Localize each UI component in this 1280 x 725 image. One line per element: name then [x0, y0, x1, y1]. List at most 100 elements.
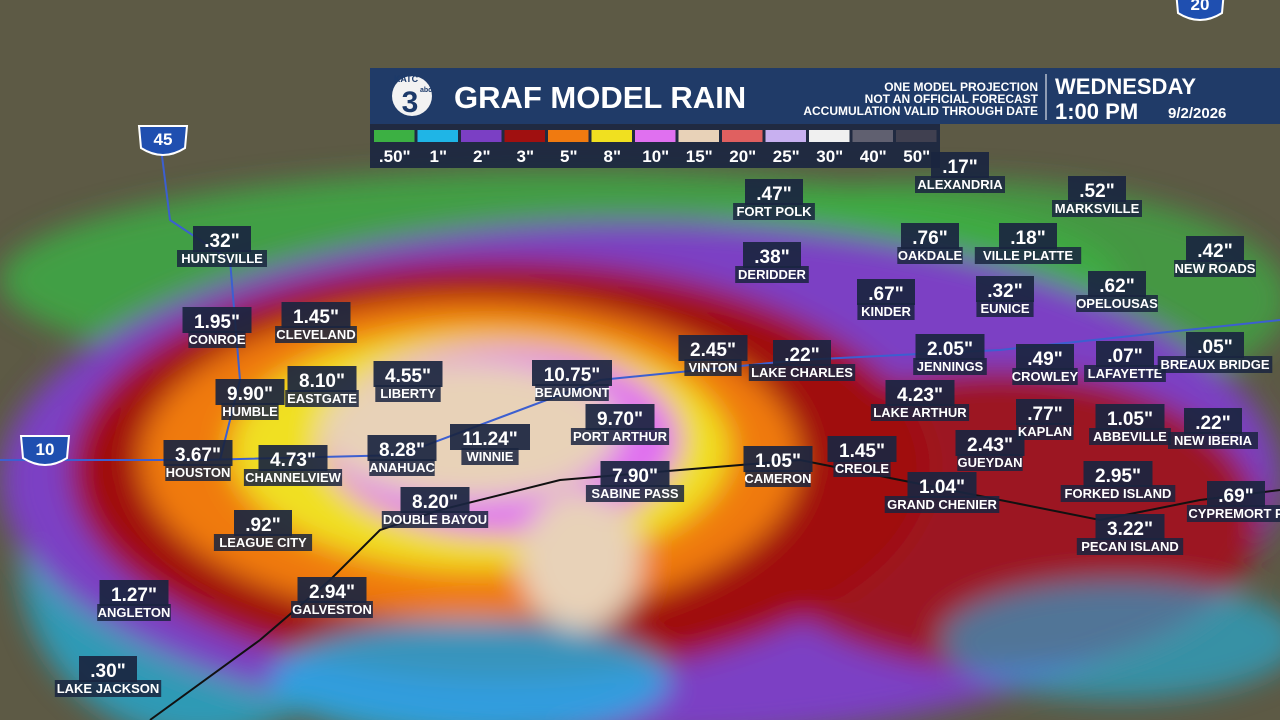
city-name: LAKE CHARLES: [751, 365, 853, 380]
city-name: HOUSTON: [166, 465, 231, 480]
city-value: 2.95": [1095, 466, 1141, 487]
city-name-bg: [1174, 260, 1256, 277]
forecast-day: WEDNESDAY: [1055, 74, 1196, 99]
legend-label: 10": [642, 147, 669, 166]
city-name-bg: [285, 390, 359, 407]
city-value-bg: [745, 179, 803, 205]
city-name-bg: [870, 404, 970, 421]
city-name-bg: [535, 384, 609, 401]
city-value: 3.67": [175, 445, 221, 466]
city-value-bg: [182, 307, 252, 333]
city-name: CAMERON: [744, 471, 811, 486]
legend-swatch: [504, 130, 545, 142]
city-value-bg: [1016, 399, 1074, 425]
city-value: 8.28": [379, 440, 425, 461]
city-name: ANGLETON: [98, 605, 171, 620]
city-value-bg: [678, 335, 748, 361]
city-value-bg: [600, 461, 670, 487]
highway-number: 45: [154, 130, 173, 149]
city-value: .17": [942, 157, 977, 178]
city-value-bg: [193, 226, 251, 252]
city-value: 2.43": [967, 435, 1013, 456]
city-value: .69": [1218, 486, 1253, 507]
city-name-bg: [97, 604, 171, 621]
city-value-bg: [400, 487, 470, 513]
city-name-bg: [369, 459, 435, 476]
city-value: .18": [1010, 228, 1045, 249]
highway-shield: [137, 125, 189, 156]
city-name: WINNIE: [467, 449, 514, 464]
legend-label: 1": [429, 147, 447, 166]
city-value-bg: [585, 404, 655, 430]
city-name-bg: [957, 454, 1023, 471]
city-name: EASTGATE: [287, 391, 357, 406]
city-value-bg: [297, 577, 367, 603]
city-value: .30": [90, 661, 125, 682]
city-value-bg: [1184, 408, 1242, 434]
city-name: JENNINGS: [917, 359, 984, 374]
city-name: FORT POLK: [736, 204, 812, 219]
city-value-bg: [163, 440, 233, 466]
city-value-bg: [773, 340, 831, 366]
city-name-bg: [1076, 295, 1158, 312]
city-name: LAKE JACKSON: [57, 681, 160, 696]
city-name-bg: [1186, 505, 1280, 522]
city-value-bg: [999, 223, 1057, 249]
city-value: 1.05": [1107, 409, 1153, 430]
city-value: .32": [204, 231, 239, 252]
city-value: .76": [912, 228, 947, 249]
city-name-bg: [381, 511, 489, 528]
city-name-bg: [54, 680, 162, 697]
city-value: 8.20": [412, 492, 458, 513]
legend-swatch: [417, 130, 458, 142]
city-value: .22": [784, 345, 819, 366]
city-name: VINTON: [689, 360, 738, 375]
city-name: BREAUX BRIDGE: [1160, 357, 1269, 372]
city-name-bg: [1089, 428, 1171, 445]
legend-label: 8": [603, 147, 621, 166]
legend-swatch: [765, 130, 806, 142]
city-value-bg: [1088, 271, 1146, 297]
city-name: VILLE PLATTE: [983, 248, 1073, 263]
city-value-bg: [1096, 341, 1154, 367]
city-name: LAKE ARTHUR: [873, 405, 967, 420]
city-value: 2.94": [309, 582, 355, 603]
city-name: NEW ROADS: [1175, 261, 1256, 276]
city-name-bg: [1168, 432, 1258, 449]
city-name: LAFAYETTE: [1088, 366, 1163, 381]
city-name-bg: [1016, 423, 1074, 440]
city-name: SABINE PASS: [591, 486, 678, 501]
disclaimer-line: ACCUMULATION VALID THROUGH DATE: [803, 104, 1038, 118]
city-value-bg: [1095, 514, 1165, 540]
city-name: KINDER: [861, 304, 911, 319]
city-value: 1.27": [111, 585, 157, 606]
city-name-bg: [884, 496, 1000, 513]
legend-label: 25": [773, 147, 800, 166]
city-name-bg: [735, 266, 809, 283]
disclaimer-line: ONE MODEL PROJECTION: [884, 80, 1038, 94]
city-name: GALVESTON: [292, 602, 372, 617]
city-value: 9.70": [597, 409, 643, 430]
city-name-bg: [897, 247, 963, 264]
city-value: .92": [245, 515, 280, 536]
legend-label: 2": [473, 147, 491, 166]
city-value-bg: [99, 580, 169, 606]
city-name: BEAUMONT: [534, 385, 609, 400]
highway-shield: [1175, 0, 1225, 21]
legend-label: 20": [729, 147, 756, 166]
city-value: 1.04": [919, 477, 965, 498]
city-value-bg: [258, 445, 328, 471]
legend-label: 40": [860, 147, 887, 166]
city-name: PECAN ISLAND: [1081, 539, 1179, 554]
city-name-bg: [1157, 356, 1273, 373]
highway-number: 10: [36, 440, 55, 459]
logo-number: 3: [402, 86, 419, 119]
city-value-bg: [367, 435, 437, 461]
city-value-bg: [931, 152, 989, 178]
city-value: 11.24": [462, 429, 518, 450]
highway-shield: [19, 435, 71, 466]
legend-swatch: [896, 130, 937, 142]
city-name: CHANNELVIEW: [245, 470, 342, 485]
city-value: 4.55": [385, 366, 431, 387]
